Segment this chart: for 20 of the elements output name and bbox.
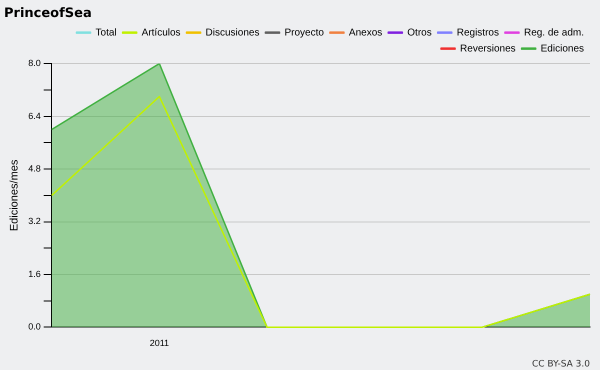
legend-label: Anexos xyxy=(348,27,382,38)
legend-label: Total xyxy=(96,27,117,38)
y-tick-label: 8.0 xyxy=(28,58,41,68)
legend-label: Ediciones xyxy=(540,43,584,54)
legend-label: Reg. de adm. xyxy=(524,27,584,38)
legend-label: Otros xyxy=(407,27,432,38)
y-tick-label: 1.6 xyxy=(28,268,41,279)
legend-label: Registros xyxy=(456,27,499,38)
y-tick-label: 6.4 xyxy=(28,110,41,121)
legend-label: Reversiones xyxy=(460,43,516,54)
y-axis-title: Ediciones/mes xyxy=(8,159,21,232)
legend-label: Proyecto xyxy=(284,27,324,38)
y-tick-label: 3.2 xyxy=(28,216,41,226)
legend-label: Artículos xyxy=(142,27,181,38)
x-tick-label: 2011 xyxy=(150,338,170,348)
y-tick-label: 0.0 xyxy=(28,322,41,332)
y-tick-label: 4.8 xyxy=(28,164,41,174)
text: CC BY-SA 3.0 xyxy=(532,359,590,370)
chart-title: PrinceofSea xyxy=(4,6,92,22)
legend-label: Discusiones xyxy=(206,27,260,38)
